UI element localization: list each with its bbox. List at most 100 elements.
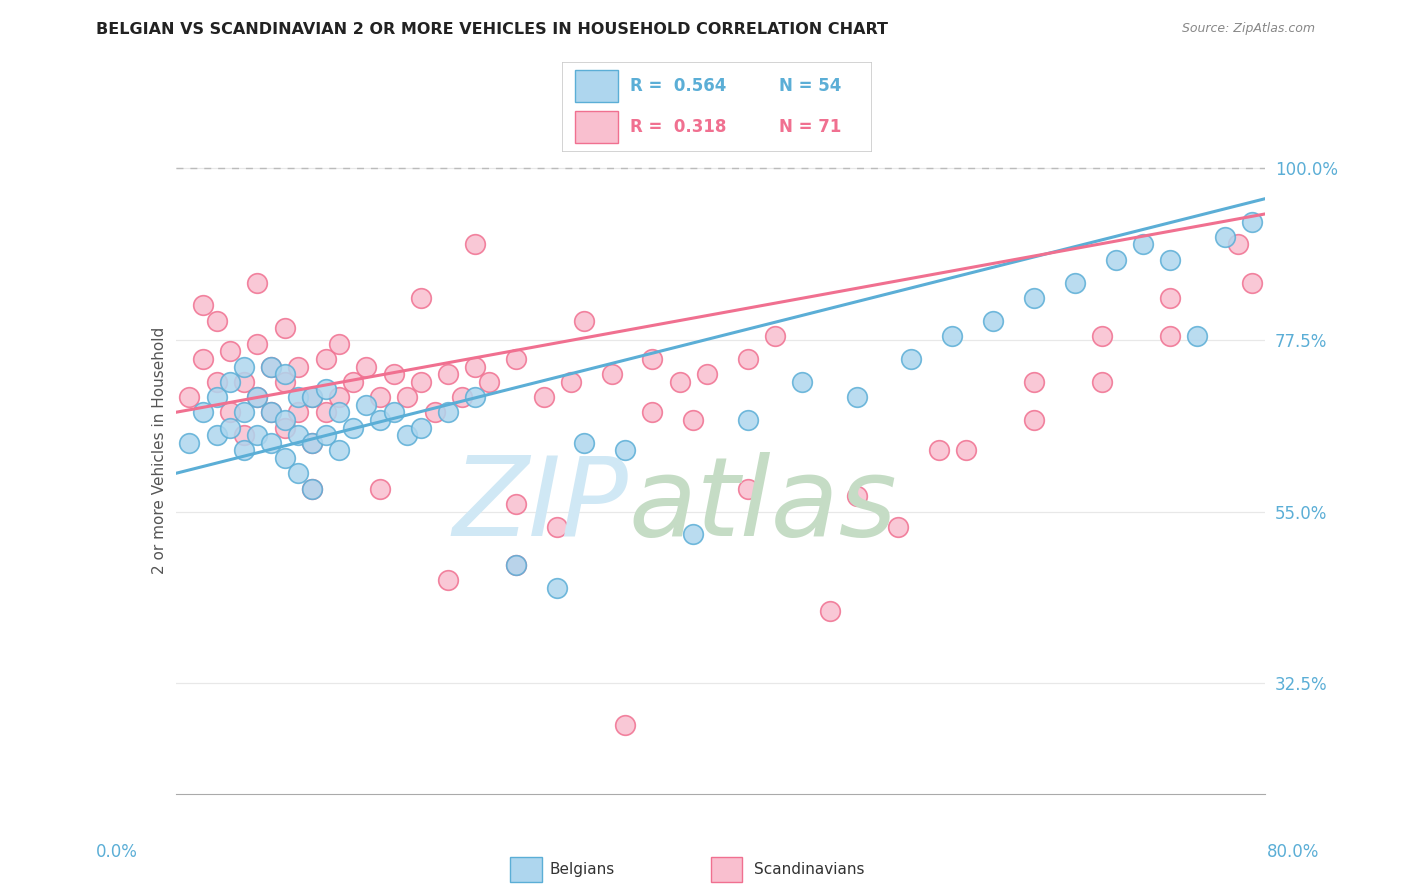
Point — [845, 390, 868, 404]
FancyBboxPatch shape — [711, 856, 742, 881]
Point — [274, 413, 297, 427]
Point — [737, 351, 759, 366]
Point — [737, 413, 759, 427]
Point — [682, 413, 704, 427]
Point — [232, 405, 254, 419]
Point — [1091, 375, 1114, 389]
Point — [260, 359, 283, 374]
Point — [205, 314, 228, 328]
Point — [315, 405, 337, 419]
Point — [928, 443, 950, 458]
Point — [763, 329, 786, 343]
Point — [1022, 413, 1045, 427]
Text: Source: ZipAtlas.com: Source: ZipAtlas.com — [1181, 22, 1315, 36]
Point — [574, 435, 596, 450]
Point — [900, 351, 922, 366]
Point — [409, 375, 432, 389]
Point — [328, 405, 350, 419]
Point — [533, 390, 555, 404]
Text: 0.0%: 0.0% — [96, 843, 138, 861]
Point — [274, 367, 297, 381]
Point — [219, 344, 242, 359]
Text: atlas: atlas — [628, 452, 897, 559]
Text: Scandinavians: Scandinavians — [754, 862, 865, 877]
Point — [886, 520, 908, 534]
Point — [437, 573, 460, 587]
Point — [560, 375, 582, 389]
Point — [205, 390, 228, 404]
Point — [1159, 329, 1181, 343]
Point — [287, 467, 309, 481]
Point — [737, 482, 759, 496]
Point — [232, 375, 254, 389]
Point — [423, 405, 446, 419]
Point — [409, 291, 432, 305]
Point — [301, 435, 323, 450]
Text: BELGIAN VS SCANDINAVIAN 2 OR MORE VEHICLES IN HOUSEHOLD CORRELATION CHART: BELGIAN VS SCANDINAVIAN 2 OR MORE VEHICL… — [96, 22, 887, 37]
Point — [219, 405, 242, 419]
Point — [246, 390, 269, 404]
Point — [464, 237, 486, 252]
FancyBboxPatch shape — [510, 856, 541, 881]
Point — [478, 375, 501, 389]
Point — [1240, 214, 1263, 228]
Point — [1240, 276, 1263, 290]
Point — [464, 359, 486, 374]
Point — [464, 390, 486, 404]
Point — [546, 520, 568, 534]
Point — [287, 405, 309, 419]
Point — [260, 405, 283, 419]
Point — [368, 390, 391, 404]
Point — [328, 390, 350, 404]
Point — [301, 390, 323, 404]
Point — [315, 351, 337, 366]
Point — [1104, 252, 1126, 267]
Point — [792, 375, 814, 389]
Point — [696, 367, 718, 381]
Point — [219, 375, 242, 389]
Point — [1022, 375, 1045, 389]
Point — [437, 405, 460, 419]
Point — [287, 390, 309, 404]
Point — [382, 405, 405, 419]
FancyBboxPatch shape — [575, 111, 619, 143]
Point — [246, 336, 269, 351]
Point — [505, 351, 527, 366]
Point — [941, 329, 963, 343]
Point — [315, 428, 337, 442]
Point — [845, 489, 868, 503]
Point — [191, 298, 214, 312]
Point — [315, 383, 337, 397]
Text: ZIP: ZIP — [453, 452, 628, 559]
Point — [179, 435, 201, 450]
Text: N = 54: N = 54 — [779, 77, 841, 95]
Point — [260, 359, 283, 374]
Point — [274, 420, 297, 434]
Point — [191, 405, 214, 419]
Point — [382, 367, 405, 381]
Point — [356, 398, 378, 412]
Point — [668, 375, 690, 389]
Point — [1159, 252, 1181, 267]
Point — [1187, 329, 1209, 343]
Point — [955, 443, 977, 458]
Point — [1159, 291, 1181, 305]
Point — [342, 420, 364, 434]
Point — [1022, 291, 1045, 305]
Point — [505, 558, 527, 572]
Point — [232, 428, 254, 442]
Text: R =  0.318: R = 0.318 — [630, 118, 727, 136]
Point — [409, 420, 432, 434]
Point — [232, 359, 254, 374]
FancyBboxPatch shape — [562, 62, 872, 152]
Point — [1063, 276, 1085, 290]
Point — [301, 390, 323, 404]
Point — [641, 405, 664, 419]
Text: Belgians: Belgians — [550, 862, 614, 877]
Point — [437, 367, 460, 381]
Point — [328, 336, 350, 351]
Point — [246, 276, 269, 290]
Point — [246, 428, 269, 442]
Point — [274, 451, 297, 466]
Point — [205, 375, 228, 389]
